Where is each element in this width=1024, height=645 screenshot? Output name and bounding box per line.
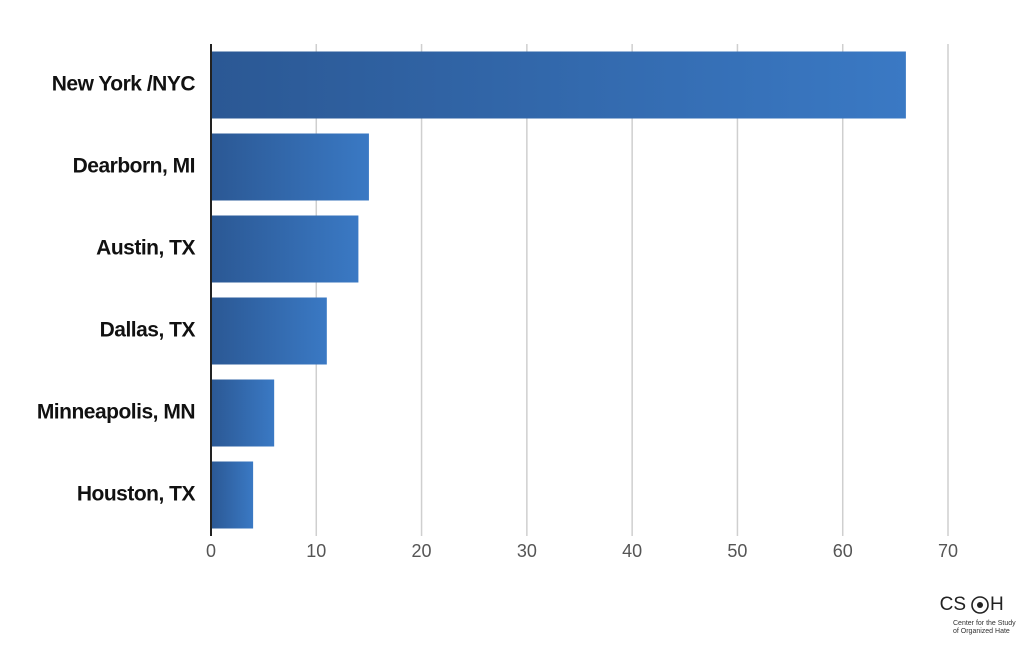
x-tick-label: 0 [206,541,216,561]
bar [211,379,275,447]
x-tick-label: 30 [517,541,537,561]
logo-caption: Center for the Study [953,620,1016,627]
bar [211,215,359,283]
logo-right: H [990,594,1004,615]
y-tick-label: Houston, TX [77,483,196,506]
y-tick-label: New York /NYC [52,73,196,96]
plot-area: 0 10 20 30 40 50 60 70 New York /NYC Dearborn, MI… [37,44,958,561]
x-tick-label: 10 [306,541,326,561]
y-tick-label: Dallas, TX [100,319,196,342]
x-tick-label: 20 [412,541,432,561]
x-tick-label: 40 [622,541,642,561]
logo-icon-core [977,602,983,608]
y-tick-label: Minneapolis, MN [37,401,195,424]
x-tick-label: 60 [833,541,853,561]
x-tick-label: 50 [727,541,747,561]
bar [211,51,906,119]
logo: CS H Center for the Study of Organized H… [940,594,1017,635]
logo-icon [971,596,989,614]
bar [211,133,369,201]
y-tick-label: Dearborn, MI [73,155,195,178]
y-tick-label: Austin, TX [96,237,195,260]
logo-left: CS [940,594,966,615]
bar [211,461,254,529]
x-tick-label: 70 [938,541,958,561]
bar [211,297,327,365]
logo-caption: of Organized Hate [953,628,1010,635]
